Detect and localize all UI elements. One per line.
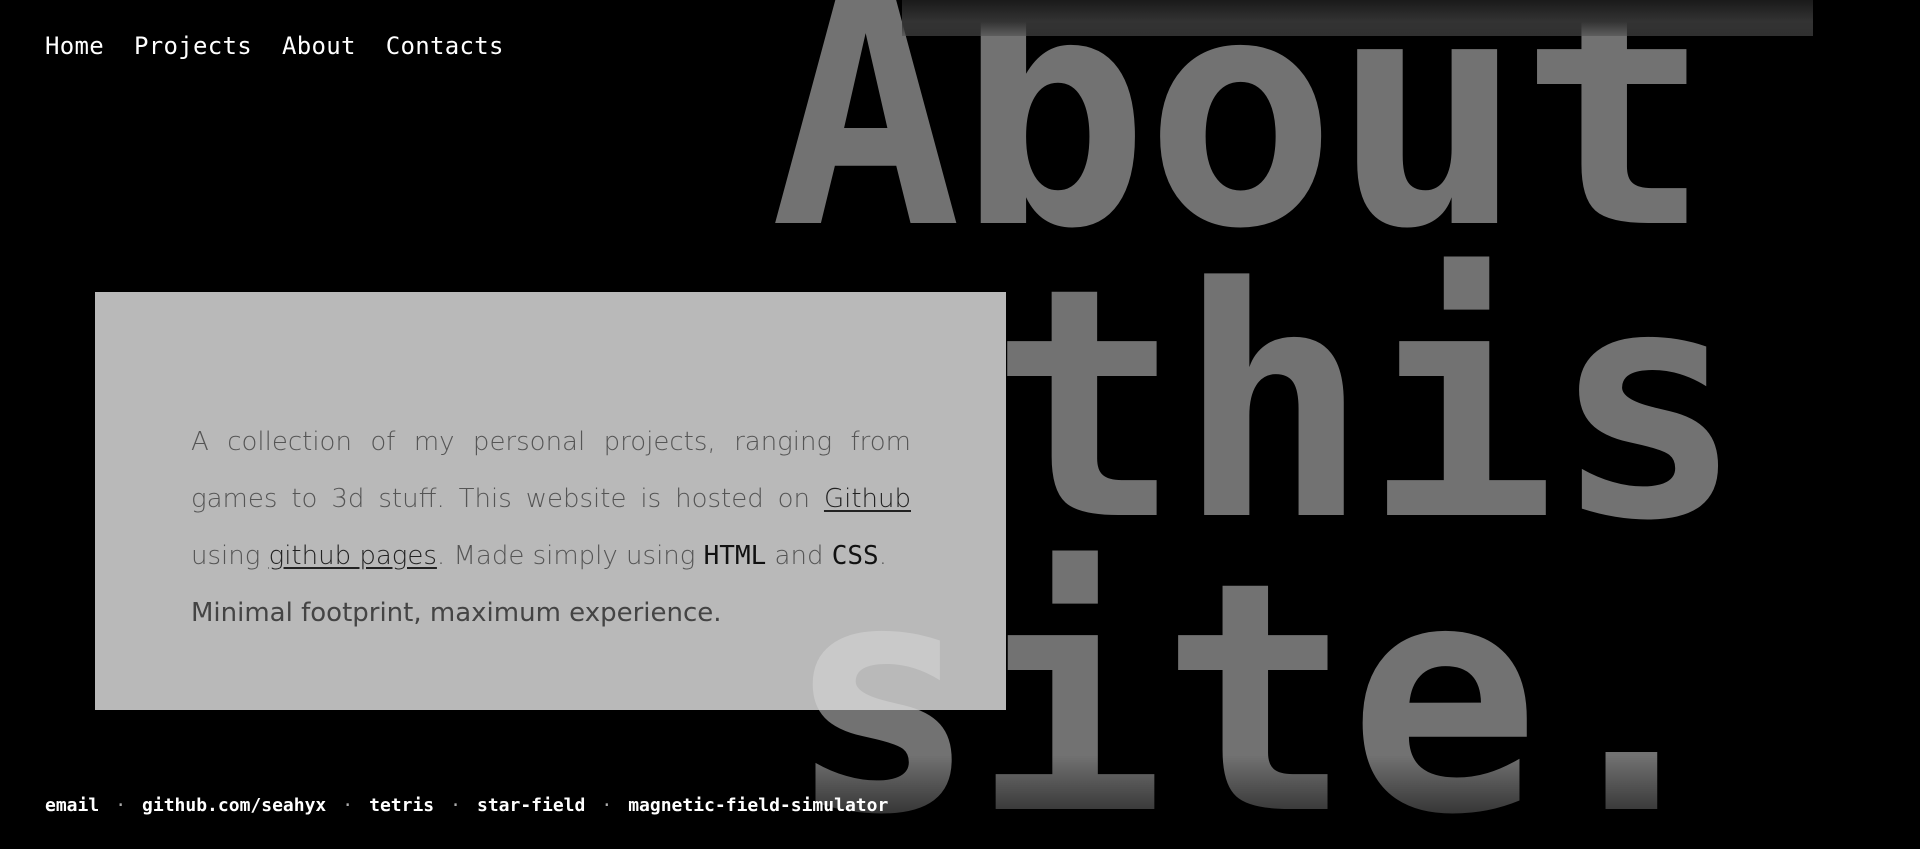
about-description: A collection of my personal projects, ra… — [191, 414, 911, 642]
footer-magnetic-field-link[interactable]: magnetic-field-simulator — [628, 795, 889, 816]
footer-separator: · — [601, 795, 613, 816]
footer-email-link[interactable]: email — [45, 795, 100, 816]
nav-projects-link[interactable]: Projects — [134, 32, 252, 60]
nav-about-link[interactable]: About — [282, 32, 356, 60]
about-text-part-5: . — [878, 541, 887, 571]
about-tagline: Minimal footprint, maximum experience. — [191, 598, 722, 628]
footer-tetris-link[interactable]: tetris — [369, 795, 435, 816]
about-text-part-4: and — [766, 541, 832, 571]
hero-line-about: About — [770, 0, 1711, 298]
nav-contacts-link[interactable]: Contacts — [385, 32, 504, 60]
github-link[interactable]: Github — [823, 484, 911, 514]
footer-separator: · — [342, 795, 354, 816]
footer-links: email · github.com/seahyx · tetris · sta… — [45, 795, 888, 816]
about-text-part-3: . Made simply using — [436, 541, 704, 571]
about-text-part-2: using — [191, 541, 269, 571]
footer-github-link[interactable]: github.com/seahyx — [142, 795, 327, 816]
html-code-label: HTML — [703, 541, 767, 571]
bottom-fade-overlay — [0, 755, 1920, 849]
github-pages-link[interactable]: github pages — [268, 541, 437, 571]
footer-separator: · — [450, 795, 461, 816]
footer-separator: · — [115, 795, 127, 816]
top-fade-overlay — [902, 0, 1813, 36]
main-nav: Home Projects About Contacts — [45, 32, 504, 60]
about-text-part-1: A collection of my personal projects, ra… — [191, 427, 911, 514]
about-card: A collection of my personal projects, ra… — [95, 292, 1006, 710]
footer-star-field-link[interactable]: star-field — [476, 795, 586, 816]
hero-line-this: this — [990, 220, 1744, 590]
css-code-label: CSS — [831, 541, 879, 571]
nav-home-link[interactable]: Home — [45, 32, 104, 60]
